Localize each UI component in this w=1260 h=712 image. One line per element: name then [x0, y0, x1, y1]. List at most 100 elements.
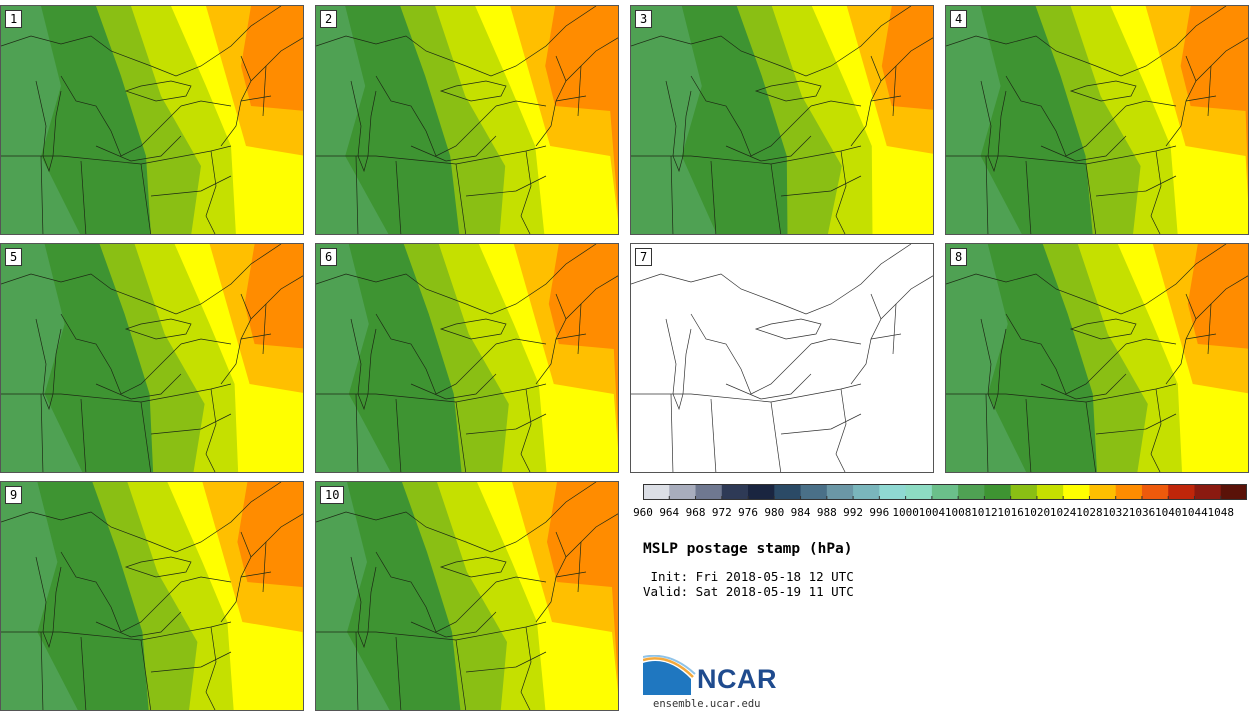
- map-boundary: [555, 55, 567, 82]
- colorbar-segment: [643, 484, 670, 500]
- map-boundary: [439, 80, 507, 102]
- colorbar-segment: [879, 484, 907, 500]
- colorbar-tick-label: 1044: [1181, 506, 1208, 519]
- map-boundary: [150, 651, 232, 673]
- colorbar-tick-label: 1028: [1076, 506, 1103, 519]
- colorbar-tick-label: 960: [633, 506, 653, 519]
- map-boundary: [870, 333, 902, 340]
- map-boundary: [150, 413, 232, 435]
- map-boundary: [40, 155, 44, 234]
- colorbar-tick-label: 984: [790, 506, 811, 519]
- site-url: ensemble.ucar.edu: [653, 698, 761, 710]
- map-boundary: [577, 65, 582, 117]
- member-map: [946, 244, 1248, 472]
- map-boundary: [140, 401, 152, 472]
- colorbar-tick-label: 1036: [1128, 506, 1156, 519]
- map-boundary: [350, 80, 377, 173]
- map-boundary: [665, 318, 692, 411]
- colorbar-segment: [984, 484, 1012, 500]
- map-boundary: [80, 636, 87, 710]
- map-boundary: [1125, 338, 1177, 345]
- member-number-label: 6: [320, 248, 338, 266]
- member-map: [946, 6, 1248, 234]
- map-boundary: [124, 80, 192, 102]
- map-boundary: [350, 556, 377, 649]
- map-boundary: [1150, 150, 1162, 234]
- map-boundary: [40, 393, 44, 472]
- pressure-band: [244, 244, 303, 349]
- map-boundary: [690, 313, 812, 395]
- map-boundary: [455, 639, 467, 710]
- map-boundary: [870, 293, 882, 320]
- colorbar-tick-label: 968: [685, 506, 706, 519]
- member-map: [1, 244, 303, 472]
- map-boundary: [439, 318, 507, 340]
- map-boundary: [465, 413, 547, 435]
- colorbar-tick-label: 992: [843, 506, 864, 519]
- map-boundary: [670, 393, 674, 472]
- colorbar-segment: [1194, 484, 1222, 500]
- colorbar-tick-label: 1000: [892, 506, 919, 519]
- map-boundary: [140, 639, 152, 710]
- colorbar-tick-labels: 960 964 968 972 976 980 984 988 992 996 1000 1004 10…: [633, 506, 1258, 520]
- map-boundary: [810, 338, 862, 345]
- colorbar-tick-label: 1012: [971, 506, 998, 519]
- map-boundary: [770, 401, 782, 472]
- map-boundary: [1005, 75, 1127, 157]
- colorbar-tick-label: 1032: [1102, 506, 1129, 519]
- colorbar-segment: [905, 484, 933, 500]
- map-boundary: [1185, 95, 1217, 102]
- map-boundary: [1, 482, 282, 553]
- map-boundary: [770, 163, 782, 234]
- map-boundary: [205, 626, 217, 710]
- map-boundary: [754, 80, 822, 102]
- map-boundary: [375, 75, 497, 157]
- colorbar-segment: [1141, 484, 1169, 500]
- member-map: [631, 6, 933, 234]
- map-boundary: [240, 293, 252, 320]
- member-map: [631, 244, 933, 472]
- colorbar-segment: [1010, 484, 1038, 500]
- map-boundary: [262, 303, 267, 355]
- colorbar-tick-label: 988: [816, 506, 837, 519]
- member-panel-3: 3: [630, 5, 934, 235]
- map-boundary: [180, 338, 232, 345]
- member-number-label: 10: [320, 486, 345, 504]
- map-boundary: [395, 636, 402, 710]
- map-boundary: [240, 333, 272, 340]
- map-boundary: [631, 383, 862, 403]
- map-boundary: [670, 155, 674, 234]
- map-boundary: [35, 318, 62, 411]
- map-boundary: [710, 398, 717, 472]
- map-boundary: [60, 313, 182, 395]
- map-boundary: [1040, 135, 1127, 162]
- map-boundary: [465, 651, 547, 673]
- map-boundary: [316, 244, 597, 315]
- map-boundary: [205, 388, 217, 472]
- member-map: [316, 482, 618, 710]
- pressure-band: [547, 482, 618, 681]
- member-number-label: 2: [320, 10, 338, 28]
- map-boundary: [1095, 175, 1177, 197]
- map-boundary: [95, 373, 182, 400]
- map-boundary: [395, 398, 402, 472]
- member-number-label: 5: [5, 248, 23, 266]
- map-boundary: [1085, 401, 1097, 472]
- init-time: Init: Fri 2018-05-18 12 UTC: [643, 569, 854, 584]
- map-boundary: [35, 556, 62, 649]
- map-boundary: [80, 398, 87, 472]
- map-boundary: [555, 293, 567, 320]
- colorbar-segment: [853, 484, 880, 500]
- map-boundary: [395, 160, 402, 234]
- map-boundary: [124, 556, 192, 578]
- map-boundary: [439, 556, 507, 578]
- map-boundary: [262, 541, 267, 593]
- member-panel-10: 10: [315, 481, 619, 711]
- map-boundary: [577, 541, 582, 593]
- map-boundary: [355, 631, 359, 710]
- map-boundary: [665, 80, 692, 173]
- member-number-label: 7: [635, 248, 653, 266]
- pressure-band: [545, 6, 618, 211]
- map-boundary: [710, 160, 717, 234]
- map-boundary: [1069, 318, 1137, 340]
